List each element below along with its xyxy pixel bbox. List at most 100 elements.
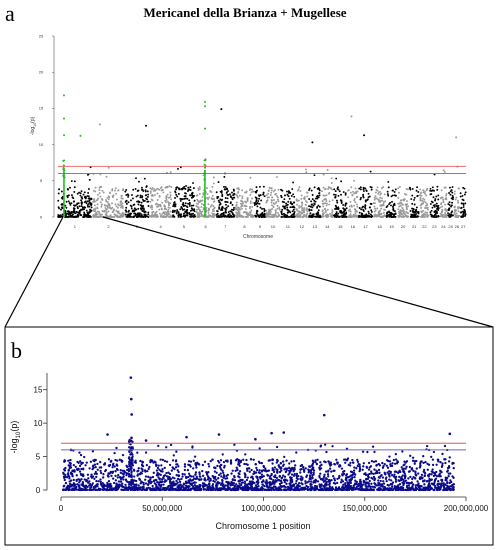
- panel-b-point: [158, 478, 161, 481]
- panel-b-point: [370, 470, 373, 473]
- panel-a-point: [189, 186, 192, 189]
- panel-b-point: [246, 463, 249, 466]
- panel-b-point: [275, 445, 279, 449]
- panel-b-point: [121, 472, 124, 475]
- panel-a-point: [353, 179, 355, 182]
- panel-a-point: [364, 204, 367, 207]
- panel-b-point: [176, 469, 179, 472]
- panel-a-point: [444, 212, 447, 214]
- panel-b-point: [193, 455, 197, 458]
- panel-a-point: [431, 201, 434, 204]
- panel-b-point: [88, 482, 92, 486]
- panel-a-point: [78, 191, 81, 194]
- panel-a-point: [134, 187, 137, 190]
- panel-a-point: [106, 196, 109, 199]
- panel-a-point: [392, 204, 395, 207]
- panel-a-point: [427, 214, 430, 217]
- panel-b-point: [221, 453, 224, 456]
- panel-a-point: [146, 215, 148, 218]
- panel-a-point: [88, 205, 91, 208]
- panel-a-point: [453, 193, 456, 195]
- panel-a-point: [320, 190, 323, 193]
- panel-a-point: [390, 204, 392, 207]
- panel-a-point: [367, 192, 370, 195]
- panel-a-point: [163, 204, 166, 207]
- panel-a-point: [220, 215, 223, 218]
- panel-a-point: [265, 194, 268, 196]
- panel-a-point: [437, 198, 440, 201]
- panel-b-point: [268, 459, 272, 462]
- panel-a-point: [308, 205, 311, 208]
- panel-b-point: [331, 445, 334, 448]
- panel-a-point: [253, 202, 256, 205]
- panel-a-point: [405, 211, 408, 213]
- panel-a-point: [78, 210, 81, 213]
- panel-a-point: [420, 194, 423, 197]
- panel-a-point: [242, 211, 245, 214]
- panel-a-point: [369, 213, 372, 216]
- panel-b-point: [353, 466, 356, 469]
- panel-a-point: [399, 199, 402, 202]
- panel-a-point: [125, 210, 128, 213]
- panel-a-point: [425, 194, 428, 197]
- panel-a-chromosome-label: 16: [351, 224, 356, 229]
- panel-b-point: [411, 484, 414, 488]
- panel-a-point: [290, 194, 293, 197]
- panel-b-point: [68, 477, 71, 480]
- panel-a-point: [149, 192, 152, 194]
- panel-b-point: [405, 481, 408, 485]
- panel-a-point: [330, 214, 333, 217]
- panel-a-point: [451, 194, 454, 197]
- panel-b-point: [96, 462, 99, 466]
- panel-b-point: [187, 475, 190, 479]
- panel-b-point: [163, 466, 166, 470]
- panel-a-point: [356, 205, 359, 208]
- panel-b-point: [314, 459, 317, 462]
- panel-a-point: [87, 214, 90, 217]
- panel-a-highlight-point: [203, 170, 206, 172]
- panel-a-point: [139, 194, 142, 197]
- panel-b-point: [205, 473, 209, 476]
- panel-a-chromosome-label: 22: [422, 224, 427, 229]
- panel-a-point: [206, 193, 209, 196]
- panel-a-point: [256, 205, 259, 208]
- panel-b-point: [275, 476, 279, 480]
- panel-a-point: [370, 202, 373, 205]
- panel-a-point: [373, 213, 376, 216]
- panel-a-highlight-point: [203, 159, 206, 162]
- panel-b-point: [119, 468, 122, 472]
- panel-b-point: [408, 481, 411, 485]
- panel-b-point: [280, 469, 283, 472]
- panel-a-point: [379, 204, 382, 207]
- panel-b-point: [443, 486, 446, 489]
- panel-a-point: [411, 215, 414, 218]
- panel-b-point: [123, 488, 126, 491]
- panel-a-point: [265, 215, 268, 218]
- panel-b-point: [446, 481, 449, 484]
- panel-a-point: [187, 186, 190, 189]
- panel-b-point: [160, 483, 163, 487]
- panel-b-point: [441, 452, 444, 456]
- panel-b-point: [380, 488, 384, 491]
- panel-a-point: [286, 193, 289, 196]
- panel-b-point: [144, 470, 147, 473]
- panel-a-point: [443, 170, 446, 173]
- panel-b-point: [133, 475, 136, 478]
- panel-a-point: [342, 191, 345, 193]
- panel-b-point: [172, 454, 175, 457]
- panel-a-point: [326, 202, 329, 205]
- panel-a-point: [85, 202, 88, 205]
- panel-a-point: [158, 188, 161, 191]
- panel-a-point: [249, 211, 252, 214]
- panel-a-point: [196, 202, 198, 205]
- panel-a-point: [135, 213, 138, 216]
- panel-a-point: [166, 185, 169, 188]
- panel-b-point: [273, 482, 276, 485]
- panel-a-point: [407, 205, 409, 208]
- panel-a-point: [309, 212, 312, 215]
- panel-a-point: [115, 209, 118, 212]
- panel-a-point: [271, 207, 274, 210]
- panel-a-point: [251, 205, 254, 208]
- panel-a-point: [402, 203, 404, 206]
